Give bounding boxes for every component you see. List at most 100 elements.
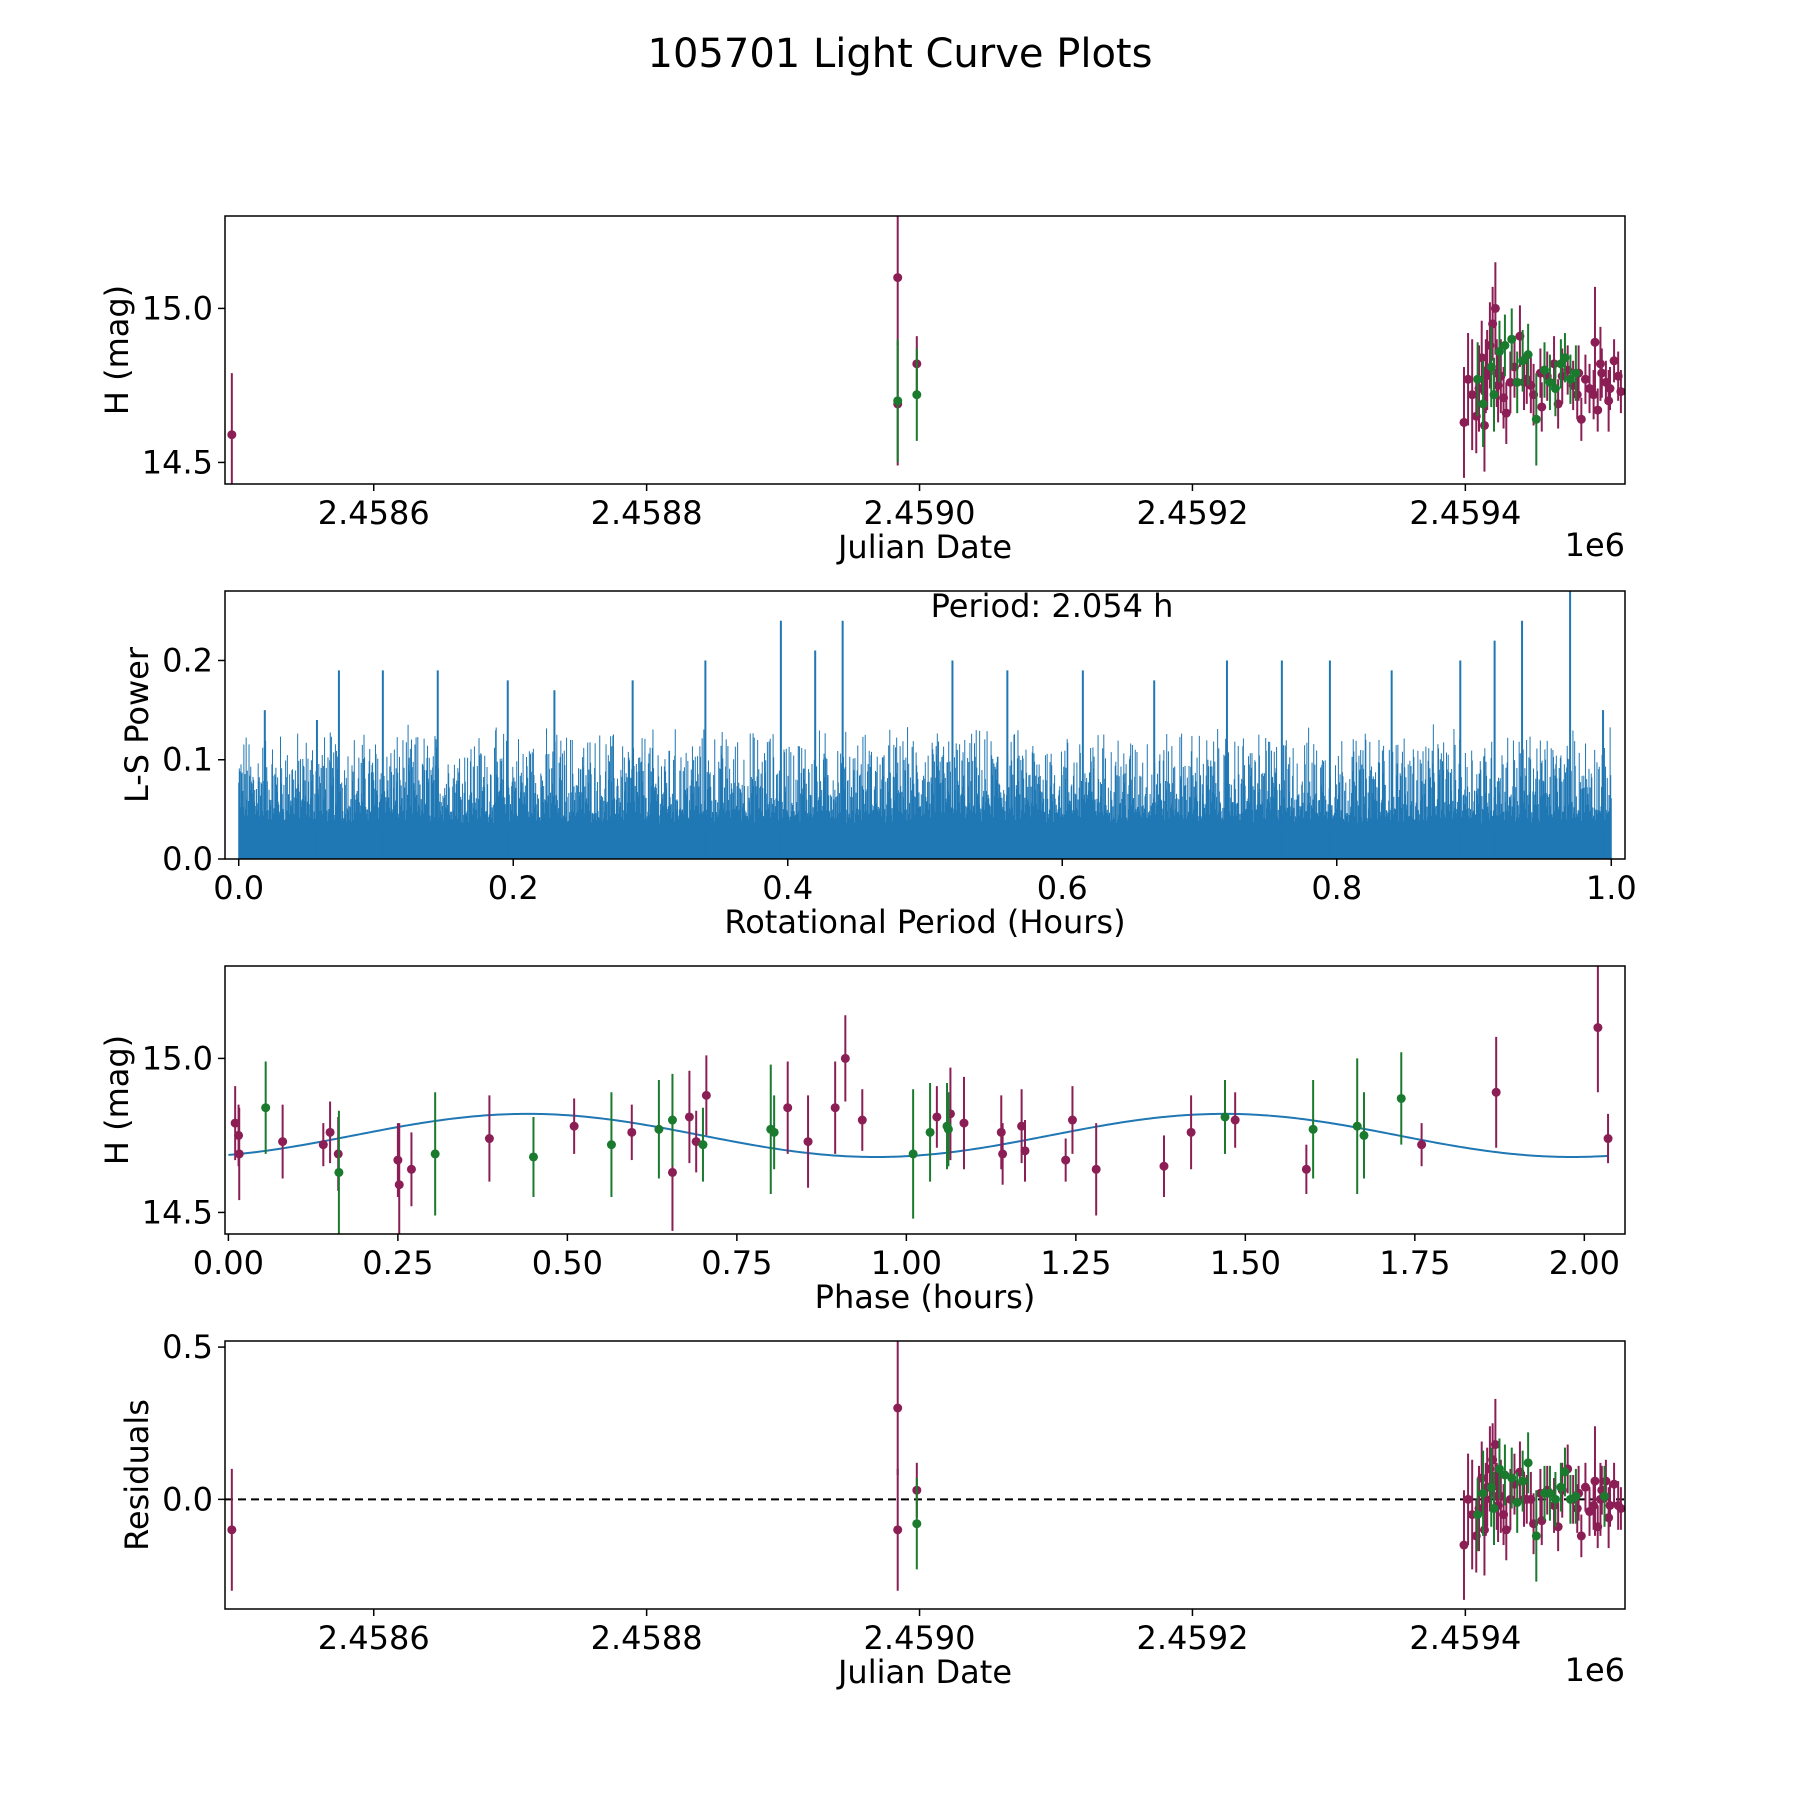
phase-folded-data-point	[1396, 1093, 1406, 1103]
phase-folded-y-axis-label: H (mag)	[98, 1035, 136, 1165]
periodogram-dense-band	[238, 824, 1612, 859]
phase-folded-data-point	[925, 1127, 935, 1137]
phase-folded-x-tick-label: 0.75	[701, 1244, 772, 1282]
phase-folded-data-point	[484, 1134, 494, 1144]
light-curve-data-point	[1505, 377, 1515, 387]
residuals-data-point	[1473, 1510, 1483, 1520]
residuals-data-point	[1609, 1479, 1619, 1489]
phase-folded-data-point	[1017, 1121, 1027, 1131]
residuals-data-point	[1572, 1504, 1582, 1513]
light-curve-data-point	[1478, 399, 1488, 409]
light-curve-data-point	[1590, 337, 1600, 347]
light-curve-data-point	[1512, 377, 1522, 387]
phase-folded-y-tick-label: 15.0	[142, 1039, 213, 1077]
phase-folded-data-point	[943, 1124, 953, 1134]
phase-folded-panel: 0.00 0.25 0.50 0.75 1.00 1.25 1.50 1.75 2.00 14.…	[98, 965, 1626, 1316]
residuals-data-point	[1560, 1467, 1570, 1477]
periodogram-y-tick-label: 0.2	[162, 641, 213, 679]
residuals-data-point	[1556, 1482, 1566, 1492]
phase-folded-data-point	[528, 1152, 538, 1162]
light-curve-axes-frame	[224, 215, 1626, 485]
phase-folded-data-point	[325, 1127, 335, 1137]
residuals-data-point	[1478, 1488, 1488, 1498]
light-curve-data-point	[912, 390, 922, 400]
light-curve-data-point	[1507, 334, 1517, 344]
light-curve-data-point	[1459, 417, 1469, 427]
phase-folded-data-point	[1159, 1161, 1169, 1171]
periodogram-x-tick-label: 1.0	[1586, 869, 1637, 907]
phase-folded-data-point	[394, 1180, 404, 1190]
light-curve-data-point	[1609, 356, 1619, 366]
phase-folded-data-point	[1301, 1164, 1311, 1174]
phase-folded-data-point	[1491, 1087, 1501, 1097]
phase-folded-x-tick-label: 1.50	[1210, 1244, 1281, 1282]
residuals-y-axis-label: Residuals	[118, 1399, 156, 1551]
residuals-data-point	[912, 1519, 922, 1529]
periodogram-x-axis-label: Rotational Period (Hours)	[724, 903, 1125, 941]
residuals-data-point	[1590, 1476, 1600, 1486]
phase-folded-data-point	[1593, 1023, 1603, 1033]
phase-folded-y-ticks: 14.5 15.0	[142, 1039, 225, 1231]
phase-folded-data-point	[654, 1124, 664, 1134]
light-curve-data-point	[893, 273, 903, 283]
phase-folded-data-point	[857, 1115, 867, 1125]
phase-folded-x-tick-label: 1.25	[1040, 1244, 1111, 1282]
light-curve-data-point	[1500, 340, 1510, 350]
phase-folded-data-point	[830, 1103, 840, 1113]
residuals-data-point	[1490, 1440, 1500, 1450]
periodogram-y-axis-label: L-S Power	[118, 646, 156, 803]
light-curve-data-point	[1595, 359, 1605, 369]
phase-folded-data-point	[803, 1137, 813, 1147]
phase-folded-data-point	[701, 1090, 711, 1100]
residuals-y-tick-label: 0.5	[162, 1328, 213, 1366]
phase-folded-x-axis-label: Phase (hours)	[815, 1278, 1036, 1316]
phase-folded-data-point	[698, 1140, 708, 1150]
light-curve-data-point	[1565, 374, 1575, 384]
residuals-data-point	[1512, 1497, 1522, 1507]
light-curve-data-point	[1537, 402, 1547, 412]
phase-folded-x-tick-label: 0.50	[532, 1244, 603, 1282]
residuals-data-point	[1489, 1504, 1499, 1513]
phase-folded-data-point	[261, 1103, 271, 1113]
phase-folded-data-point	[769, 1127, 779, 1137]
light-curve-data-point	[1616, 387, 1625, 397]
light-curve-data-point	[1539, 365, 1549, 375]
light-curve-data-point	[1501, 408, 1511, 418]
phase-folded-data-point	[334, 1167, 344, 1177]
phase-folded-data-point	[1091, 1164, 1101, 1174]
light-curve-data-point	[1477, 353, 1487, 363]
light-curve-data-point	[1523, 350, 1533, 360]
light-curve-data-point	[1467, 390, 1477, 400]
phase-folded-data-point	[1067, 1115, 1077, 1125]
phase-folded-data-point	[1308, 1124, 1318, 1134]
residuals-data-point	[1545, 1488, 1555, 1498]
residuals-data-point	[1501, 1525, 1511, 1535]
phase-folded-data-point	[1603, 1134, 1613, 1144]
phase-folded-data-point	[569, 1121, 579, 1131]
light-curve-data-point	[1494, 347, 1504, 357]
phase-folded-data-point	[278, 1137, 288, 1147]
residuals-y-tick-label: 0.0	[162, 1480, 213, 1518]
residuals-data-point	[1523, 1458, 1533, 1468]
residuals-x-tick-label: 2.4586	[318, 1619, 430, 1657]
light-curve-clipped-marks	[227, 216, 1625, 484]
light-curve-x-tick-label: 2.4594	[1409, 494, 1521, 532]
light-curve-data-point	[893, 396, 903, 406]
light-curve-y-axis-label: H (mag)	[98, 285, 136, 415]
phase-folded-marks	[228, 966, 1613, 1234]
light-curve-y-tick-label: 14.5	[142, 443, 213, 481]
light-curve-x-tick-label: 2.4590	[864, 494, 976, 532]
residuals-x-tick-label: 2.4590	[864, 1619, 976, 1657]
residuals-data-point	[893, 1403, 903, 1413]
light-curve-x-tick-label: 2.4588	[591, 494, 703, 532]
phase-folded-y-tick-label: 14.5	[142, 1193, 213, 1231]
phase-folded-data-point	[908, 1149, 918, 1159]
light-curve-panel: 2.4586 2.4588 2.4590 2.4592 2.4594 14.515.0 …	[98, 215, 1626, 566]
residuals-data-point	[1616, 1504, 1625, 1513]
phase-folded-data-point	[959, 1118, 969, 1128]
phase-folded-data-point	[783, 1103, 793, 1113]
phase-folded-data-point	[932, 1112, 942, 1122]
residuals-data-point	[1459, 1540, 1469, 1550]
figure-title: 105701 Light Curve Plots	[648, 31, 1153, 77]
periodogram-y-tick-label: 0.0	[162, 840, 213, 878]
